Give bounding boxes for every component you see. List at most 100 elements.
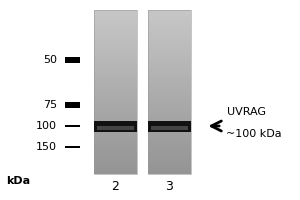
Bar [94,111,137,115]
Bar [94,108,137,112]
Bar [148,125,191,128]
Bar [148,52,191,56]
Bar [94,125,137,128]
Text: kDa: kDa [6,176,30,186]
Bar [94,148,137,151]
Bar [94,26,137,30]
Bar [94,29,137,33]
Bar [94,141,137,144]
Bar [94,118,137,122]
Bar [148,10,191,174]
Bar [148,108,191,112]
Bar [148,36,191,40]
Text: 3: 3 [166,180,173,192]
Bar [94,75,137,79]
Bar [94,134,137,138]
Bar [148,131,191,135]
Bar [148,13,191,17]
Text: 150: 150 [36,142,57,152]
Text: 100: 100 [36,121,57,131]
Bar [151,126,188,130]
Bar [64,146,80,148]
Bar [94,144,137,148]
Bar [94,16,137,20]
Bar [148,95,191,99]
Text: 2: 2 [112,180,119,192]
Bar [148,154,191,158]
Bar [148,115,191,118]
Bar [94,33,137,36]
Bar [94,131,137,135]
Bar [94,157,137,161]
Bar [148,134,191,138]
Bar [94,49,137,53]
Bar [94,39,137,43]
Bar [94,72,137,76]
Bar [64,57,80,63]
Bar [148,49,191,53]
Bar [148,72,191,76]
Bar [148,43,191,46]
Bar [94,164,137,167]
Bar [94,128,137,131]
Bar [94,98,137,102]
Bar [148,148,191,151]
Bar [94,167,137,171]
Bar [148,120,191,132]
Bar [94,79,137,82]
Bar [148,75,191,79]
Bar [148,69,191,72]
Bar [148,128,191,131]
Bar [148,20,191,23]
Bar [148,151,191,154]
Bar [97,126,134,130]
Bar [94,82,137,85]
Bar [148,56,191,59]
Bar [148,82,191,85]
Bar [94,10,137,174]
Bar [94,138,137,141]
Bar [94,52,137,56]
Bar [148,16,191,20]
Bar [64,125,80,127]
Bar [148,171,191,174]
Bar [148,121,191,125]
Bar [148,92,191,95]
Bar [148,102,191,105]
Bar [148,39,191,43]
Bar [148,29,191,33]
Bar [94,95,137,99]
Text: UVRAG: UVRAG [226,107,266,117]
Bar [148,23,191,26]
Bar [64,102,80,108]
Bar [148,141,191,144]
Bar [94,13,137,17]
Bar [148,79,191,82]
Bar [94,171,137,174]
Bar [148,118,191,122]
Bar [148,33,191,36]
Bar [94,102,137,105]
Bar [94,89,137,92]
Bar [148,66,191,69]
Bar [148,59,191,62]
Bar [94,154,137,158]
Bar [148,10,191,13]
Bar [94,10,137,13]
Bar [148,164,191,167]
Bar [148,105,191,108]
Bar [94,62,137,66]
Bar [148,62,191,66]
Bar [94,59,137,62]
Bar [94,66,137,69]
Bar [148,98,191,102]
Bar [94,69,137,72]
Bar [94,105,137,108]
Bar [148,144,191,148]
Bar [94,151,137,154]
Bar [148,138,191,141]
Bar [94,46,137,49]
Text: ~100 kDa: ~100 kDa [226,129,282,139]
Bar [148,46,191,49]
Bar [148,157,191,161]
